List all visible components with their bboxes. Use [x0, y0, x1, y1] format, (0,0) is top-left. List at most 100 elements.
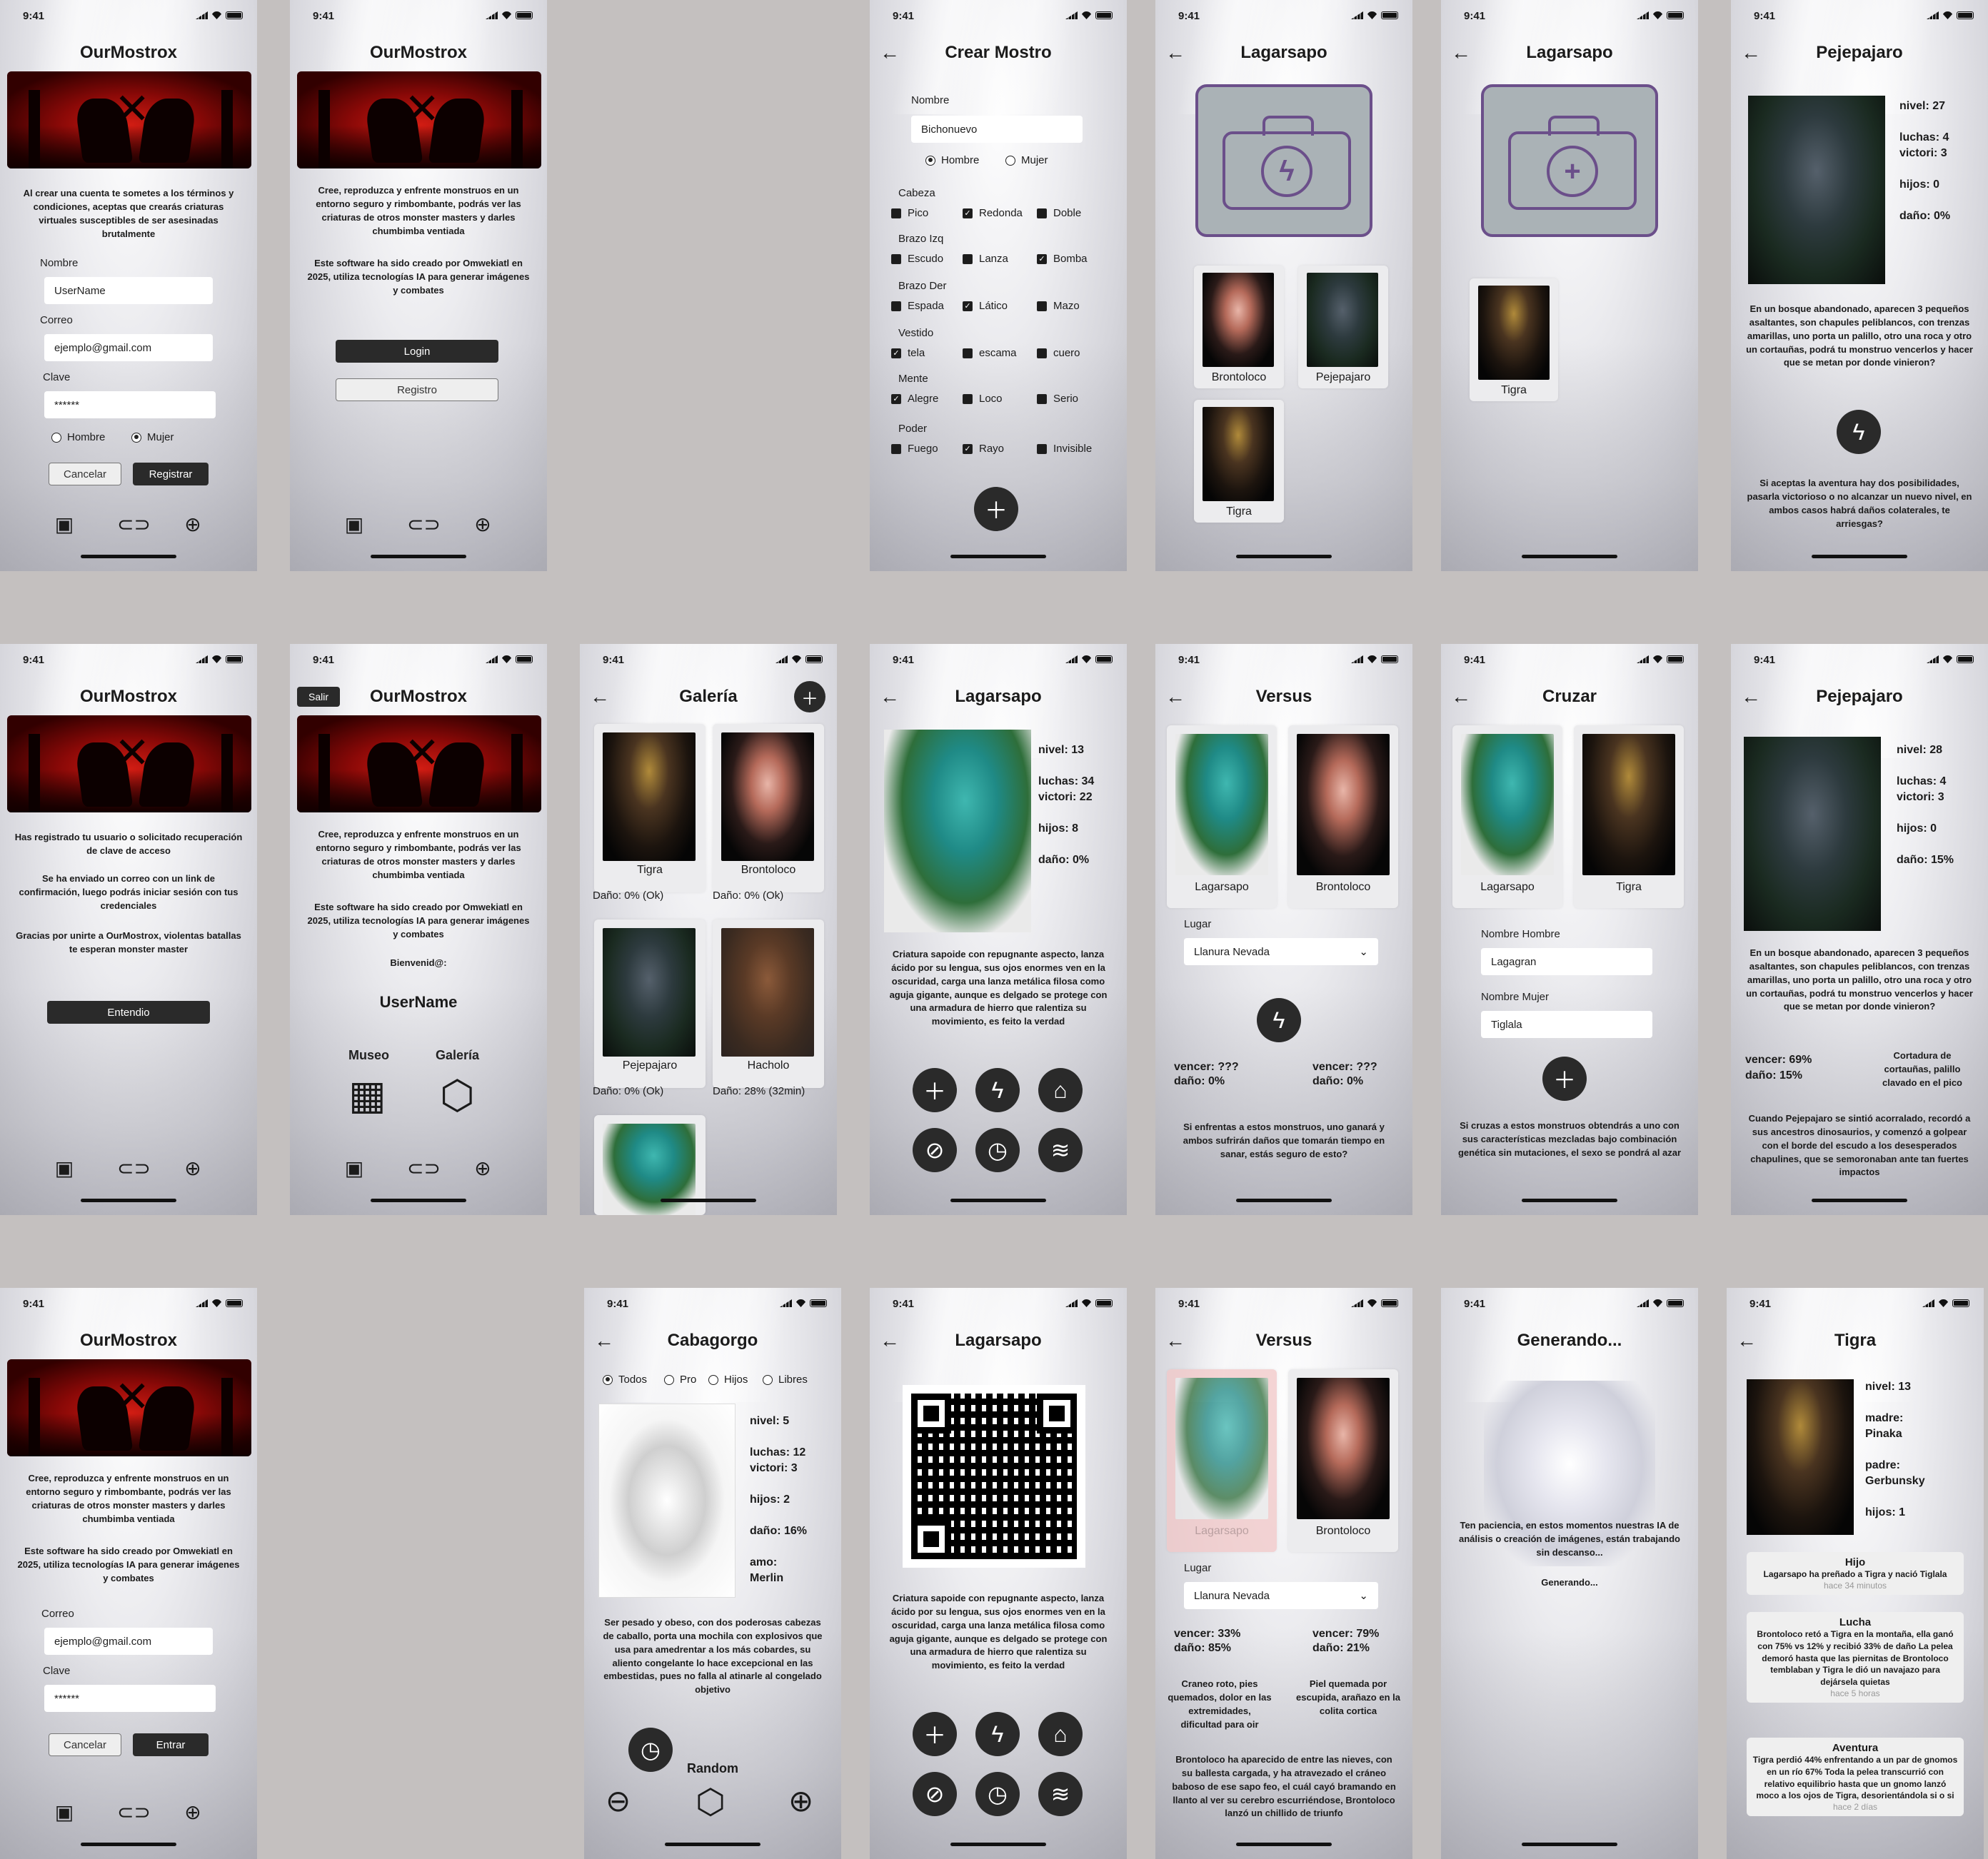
globe-icon[interactable]: ⊕ — [184, 1157, 201, 1179]
arrow-left-icon[interactable]: ⊖ — [606, 1784, 631, 1818]
versus-card-lagarsapo-lost[interactable]: Lagarsapo — [1167, 1369, 1277, 1552]
filter-libres[interactable]: Libres — [763, 1374, 808, 1386]
back-arrow-icon[interactable]: ← — [1451, 41, 1471, 64]
cancel-button[interactable]: Cancelar — [49, 463, 121, 485]
radio-mujer[interactable]: Mujer — [131, 431, 174, 443]
ok-button[interactable]: Entendio — [47, 1001, 210, 1024]
checkbox-option[interactable]: Escudo — [891, 253, 943, 265]
link-icon[interactable]: ⊂⊃ — [407, 1157, 441, 1179]
lightning-icon[interactable]: ϟ — [1837, 410, 1881, 454]
lightning-icon[interactable]: ϟ — [975, 1712, 1020, 1756]
globe-icon[interactable]: ⊕ — [474, 513, 491, 535]
back-arrow-icon[interactable]: ← — [1741, 41, 1761, 64]
radio-hombre[interactable]: Hombre — [51, 431, 105, 443]
lightning-icon[interactable]: ϟ — [1257, 998, 1301, 1042]
checkbox-option[interactable]: Lanza — [963, 253, 1008, 265]
camera-icon[interactable]: ϟ — [1195, 84, 1372, 237]
twitch-icon[interactable]: ▣ — [54, 1801, 74, 1823]
twitch-icon[interactable]: ▣ — [54, 1157, 74, 1179]
radio-hombre[interactable]: Hombre — [925, 154, 979, 166]
lightning-icon[interactable]: ϟ — [975, 1068, 1020, 1112]
login-button[interactable]: Login — [336, 340, 498, 363]
add-circle-icon[interactable]: ＋ — [974, 487, 1018, 531]
correo-input[interactable]: ejemplo@gmail.com — [44, 1628, 213, 1655]
back-arrow-icon[interactable]: ← — [880, 1329, 900, 1351]
twitch-icon[interactable]: ▣ — [54, 513, 74, 535]
clock-icon[interactable]: ◷ — [975, 1128, 1020, 1172]
nombre-mujer-input[interactable]: Tiglala — [1481, 1011, 1652, 1038]
checkbox-option[interactable]: ✓ Lático — [963, 300, 1008, 312]
checkbox-option[interactable]: Serio — [1037, 393, 1078, 405]
back-arrow-icon[interactable]: ← — [1165, 1329, 1185, 1351]
versus-card-lagarsapo[interactable]: Lagarsapo — [1167, 725, 1277, 908]
twitch-icon[interactable]: ▣ — [344, 1157, 364, 1179]
wind-icon[interactable]: ≋ — [1038, 1772, 1083, 1816]
filter-pro[interactable]: Pro — [664, 1374, 696, 1386]
versus-card-brontoloco[interactable]: Brontoloco — [1288, 725, 1398, 908]
checkbox-option[interactable]: ✓ Bomba — [1037, 253, 1088, 265]
twitch-icon[interactable]: ▣ — [344, 513, 364, 535]
place-select[interactable]: Llanura Nevada ⌄ — [1184, 1582, 1378, 1609]
block-icon[interactable]: ⊘ — [913, 1772, 957, 1816]
checkbox-option[interactable]: Mazo — [1037, 300, 1080, 312]
versus-card-brontoloco[interactable]: Brontoloco — [1288, 1369, 1398, 1552]
gallery-card-hacholo[interactable]: Hacholo — [713, 920, 824, 1088]
checkbox-option[interactable]: escama — [963, 347, 1017, 359]
checkbox-option[interactable]: Pico — [891, 207, 928, 219]
link-icon[interactable]: ⊂⊃ — [117, 513, 151, 535]
registro-button[interactable]: Registro — [336, 378, 498, 401]
back-arrow-icon[interactable]: ← — [1165, 685, 1185, 707]
clave-input[interactable]: ****** — [44, 1685, 216, 1712]
back-arrow-icon[interactable]: ← — [1737, 1329, 1757, 1351]
box-icon[interactable]: ⬡ — [696, 1783, 726, 1821]
checkbox-option[interactable]: ✓ Alegre — [891, 393, 938, 405]
arrow-right-icon[interactable]: ⊕ — [788, 1784, 814, 1818]
gallery-card-brontoloco[interactable]: Brontoloco — [713, 724, 824, 892]
checkbox-option[interactable]: ✓ tela — [891, 347, 925, 359]
cruzar-card-tigra[interactable]: Tigra — [1574, 725, 1684, 908]
back-arrow-icon[interactable]: ← — [590, 685, 610, 707]
monster-card-pejepajaro[interactable]: Pejepajaro — [1298, 266, 1388, 388]
add-circle-icon[interactable]: ＋ — [913, 1068, 957, 1112]
monster-card-brontoloco[interactable]: Brontoloco — [1194, 266, 1284, 388]
register-button[interactable]: Registrar — [133, 463, 209, 485]
nombre-input[interactable]: Bichonuevo — [911, 116, 1083, 143]
clock-icon[interactable]: ◷ — [975, 1772, 1020, 1816]
back-arrow-icon[interactable]: ← — [1451, 685, 1471, 707]
tag-icon[interactable]: ⌂ — [1038, 1712, 1083, 1756]
checkbox-option[interactable]: ✓ Rayo — [963, 443, 1004, 455]
nombre-input[interactable]: UserName — [44, 277, 213, 304]
gallery-card-tigra[interactable]: Tigra — [594, 724, 706, 892]
nombre-hombre-input[interactable]: Lagagran — [1481, 948, 1652, 975]
cancel-button[interactable]: Cancelar — [49, 1733, 121, 1756]
block-icon[interactable]: ⊘ — [913, 1128, 957, 1172]
checkbox-option[interactable]: Doble — [1037, 207, 1081, 219]
back-arrow-icon[interactable]: ← — [1165, 41, 1185, 64]
radio-mujer[interactable]: Mujer — [1005, 154, 1048, 166]
monster-card-tigra[interactable]: Tigra — [1194, 400, 1284, 523]
globe-icon[interactable]: ⊕ — [184, 513, 201, 535]
enter-button[interactable]: Entrar — [133, 1733, 209, 1756]
checkbox-option[interactable]: Invisible — [1037, 443, 1092, 455]
filter-hijos[interactable]: Hijos — [708, 1374, 748, 1386]
add-circle-icon[interactable]: ＋ — [913, 1712, 957, 1756]
wind-icon[interactable]: ≋ — [1038, 1128, 1083, 1172]
cruzar-card-lagarsapo[interactable]: Lagarsapo — [1452, 725, 1562, 908]
logout-button[interactable]: Salir — [297, 687, 340, 707]
filter-todos[interactable]: Todos — [603, 1374, 647, 1386]
checkbox-option[interactable]: ✓ Redonda — [963, 207, 1023, 219]
clock-icon[interactable]: ◷ — [628, 1728, 673, 1772]
link-icon[interactable]: ⊂⊃ — [407, 513, 441, 535]
grid-icon[interactable]: ▦ — [348, 1072, 386, 1117]
link-icon[interactable]: ⊂⊃ — [117, 1157, 151, 1179]
checkbox-option[interactable]: Fuego — [891, 443, 938, 455]
camera-icon[interactable]: + — [1481, 84, 1658, 237]
add-circle-icon[interactable]: ＋ — [1542, 1057, 1587, 1101]
correo-input[interactable]: ejemplo@gmail.com — [44, 334, 213, 361]
checkbox-option[interactable]: Loco — [963, 393, 1003, 405]
gallery-card-pejepajaro[interactable]: Pejepajaro — [594, 920, 706, 1088]
box-icon[interactable]: ⬡ — [440, 1072, 475, 1117]
back-arrow-icon[interactable]: ← — [880, 685, 900, 707]
link-icon[interactable]: ⊂⊃ — [117, 1801, 151, 1823]
monster-card-tigra[interactable]: Tigra — [1470, 278, 1558, 401]
